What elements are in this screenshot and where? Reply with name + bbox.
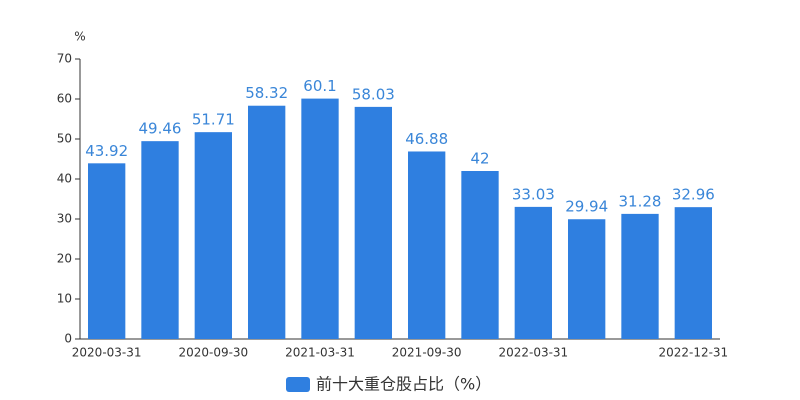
x-tick-label: 2022-12-31 <box>658 346 728 360</box>
x-tick-label: 2021-09-30 <box>392 346 462 360</box>
y-tick-label: 60 <box>57 92 72 106</box>
bar <box>248 105 286 339</box>
value-label: 32.96 <box>672 186 715 204</box>
value-label: 58.32 <box>245 84 288 102</box>
bar <box>141 141 179 339</box>
y-tick-label: 70 <box>57 52 72 66</box>
legend-label: 前十大重仓股占比（%） <box>316 375 491 394</box>
value-label: 33.03 <box>512 185 555 203</box>
bar <box>354 106 392 339</box>
y-tick-label: 10 <box>57 292 72 306</box>
bar <box>514 206 552 339</box>
value-label: 60.1 <box>303 77 336 95</box>
bar <box>408 151 446 339</box>
unit-label: % <box>74 30 85 44</box>
bar <box>301 98 339 339</box>
x-tick-label: 2020-09-30 <box>178 346 248 360</box>
x-tick-label: 2020-03-31 <box>72 346 142 360</box>
value-label: 58.03 <box>352 85 395 103</box>
y-tick-label: 50 <box>57 132 72 146</box>
value-label: 49.46 <box>139 120 182 138</box>
value-label: 31.28 <box>619 192 662 210</box>
y-tick-label: 40 <box>57 172 72 186</box>
bar <box>568 219 606 339</box>
x-tick-label: 2021-03-31 <box>285 346 355 360</box>
y-tick-label: 20 <box>57 252 72 266</box>
y-tick-label: 0 <box>64 332 72 346</box>
x-tick-label: 2022-03-31 <box>498 346 568 360</box>
value-label: 42 <box>470 150 489 168</box>
y-tick-label: 30 <box>57 212 72 226</box>
legend-swatch <box>286 377 310 392</box>
value-label: 29.94 <box>565 198 608 216</box>
value-label: 43.92 <box>85 142 128 160</box>
bar <box>674 207 712 339</box>
bar <box>621 213 659 339</box>
bar <box>88 163 126 339</box>
bar <box>461 171 499 339</box>
value-label: 51.71 <box>192 111 235 129</box>
bar <box>194 132 232 339</box>
value-label: 46.88 <box>405 130 448 148</box>
